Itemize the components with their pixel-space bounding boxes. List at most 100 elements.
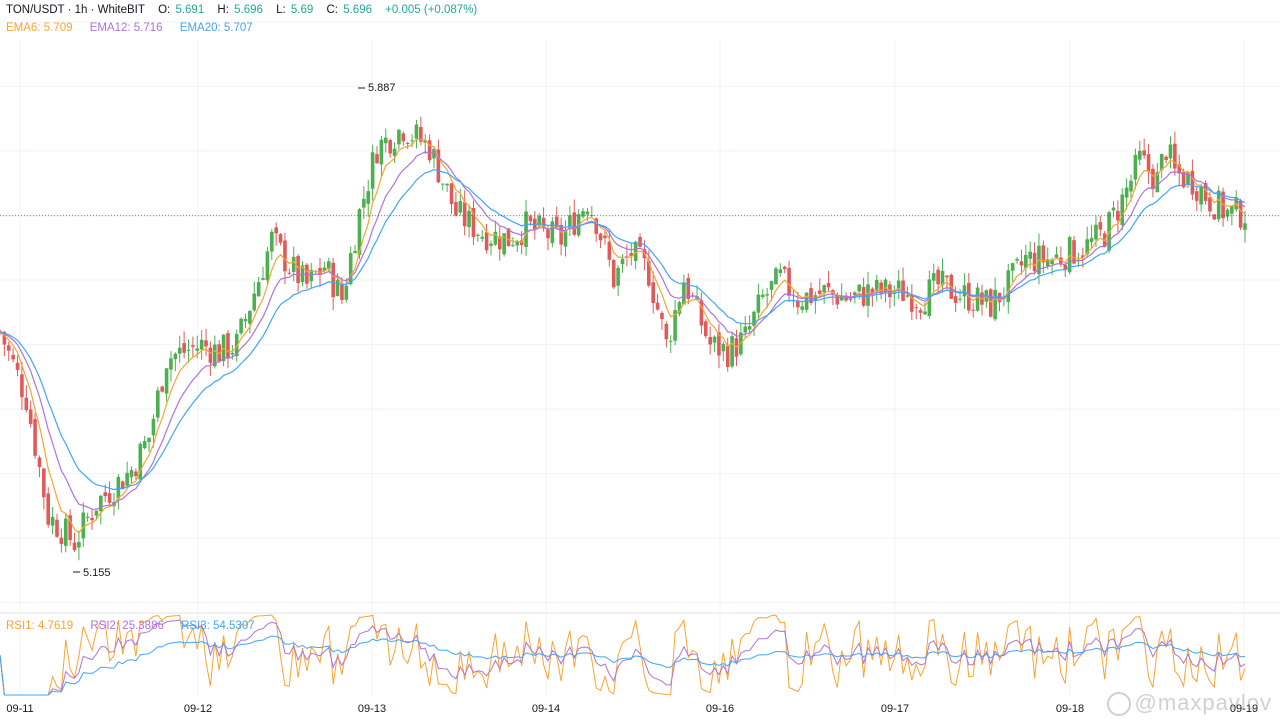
rsi1-legend: RSI1: 4.7619: [6, 620, 74, 632]
candle-body: [1116, 210, 1120, 221]
candle-body: [283, 240, 287, 272]
candle-body: [46, 493, 51, 525]
candle-body: [874, 279, 879, 292]
candle-body: [484, 232, 489, 251]
candle-body: [918, 310, 923, 313]
candle-body: [182, 343, 186, 353]
candle-body: [760, 294, 765, 298]
candle-body: [563, 230, 568, 247]
candle-body: [524, 211, 528, 248]
candle-body: [103, 492, 108, 497]
high-value: 5.696: [234, 4, 263, 16]
candle-body: [914, 307, 919, 309]
candle-body: [226, 333, 230, 359]
candle-body: [379, 139, 384, 165]
candle-body: [782, 266, 787, 270]
candle-body: [436, 149, 441, 183]
x-tick-label: 09-11: [6, 703, 33, 715]
candle-body: [445, 183, 449, 186]
candle-body: [2, 331, 7, 345]
ema-legend: EMA6: 5.709 EMA12: 5.716 EMA20: 5.707: [6, 22, 255, 34]
candle-body: [125, 472, 129, 486]
candle-body: [506, 228, 511, 247]
candle-body: [287, 272, 292, 274]
candle-body: [99, 495, 103, 512]
candle-body: [708, 337, 712, 345]
candle-body: [1015, 258, 1019, 261]
candle-body: [164, 368, 169, 394]
candle-body: [541, 217, 546, 228]
candle-body: [1089, 237, 1094, 243]
candle-body: [265, 251, 270, 281]
candle-body: [173, 353, 178, 360]
candle-body: [493, 231, 498, 245]
rsi2-legend: RSI2: 25.3886: [90, 620, 164, 632]
ema12-legend: EMA12: 5.716: [89, 22, 163, 34]
candle-body: [695, 296, 699, 300]
candle-body: [142, 441, 147, 448]
candle-body: [0, 331, 2, 333]
candle-body: [712, 336, 717, 343]
x-tick-label: 09-12: [184, 703, 212, 715]
candle-body: [322, 267, 327, 272]
candle-body: [248, 310, 252, 324]
candle-body: [747, 326, 752, 330]
candle-body: [686, 277, 691, 299]
candle-body: [826, 283, 831, 288]
candle-body: [28, 409, 33, 424]
low-label: L:: [276, 4, 286, 16]
candle-body: [1243, 223, 1247, 230]
candle-body: [853, 292, 857, 296]
candle-body: [1164, 156, 1168, 160]
candle-body: [410, 140, 414, 142]
candle-body: [1173, 143, 1177, 169]
candle-body: [1054, 254, 1059, 258]
candle-body: [673, 310, 677, 341]
candle-body: [901, 280, 905, 302]
x-tick-label: 09-14: [532, 703, 560, 715]
candle-body: [1067, 237, 1072, 273]
max-price-label: 5.887: [368, 82, 396, 94]
candle-body: [362, 198, 366, 208]
candle-body: [655, 302, 660, 310]
candle-body: [1194, 191, 1199, 201]
candle-body: [37, 457, 42, 468]
candle-body: [305, 264, 309, 284]
candle-body: [326, 261, 331, 269]
candle-body: [116, 477, 121, 499]
candle-body: [72, 542, 77, 551]
candle-body: [664, 323, 669, 340]
candle-body: [454, 202, 458, 216]
candle-body: [256, 282, 261, 297]
candle-body: [936, 269, 940, 285]
candle-body: [476, 234, 480, 236]
candle-body: [883, 279, 888, 293]
candle-body: [1024, 254, 1028, 269]
candle-body: [1225, 209, 1230, 217]
candle-body: [537, 215, 542, 226]
candle-body: [699, 300, 704, 326]
candle-body: [449, 183, 454, 205]
candle-body: [129, 470, 134, 478]
candle-body: [769, 281, 774, 290]
candle-body: [1142, 150, 1146, 156]
candle-body: [905, 295, 910, 297]
candle-body: [138, 443, 143, 480]
candle-body: [309, 269, 314, 282]
candle-body: [1238, 200, 1243, 228]
watermark-icon: [1106, 692, 1131, 716]
candle-body: [611, 259, 616, 288]
candle-body: [866, 284, 870, 306]
candle-body: [1212, 214, 1217, 220]
candle-body: [572, 212, 577, 235]
candle-body: [629, 253, 634, 257]
candle-body: [787, 267, 791, 296]
symbol-label: TON/USDT · 1h · WhiteBIT: [6, 4, 145, 16]
candle-body: [515, 241, 520, 246]
candle-body: [348, 253, 353, 285]
candle-body: [344, 285, 349, 300]
watermark-text: @maxpavlov: [1134, 689, 1272, 715]
candle-body: [234, 333, 239, 357]
candle-body: [120, 481, 125, 490]
